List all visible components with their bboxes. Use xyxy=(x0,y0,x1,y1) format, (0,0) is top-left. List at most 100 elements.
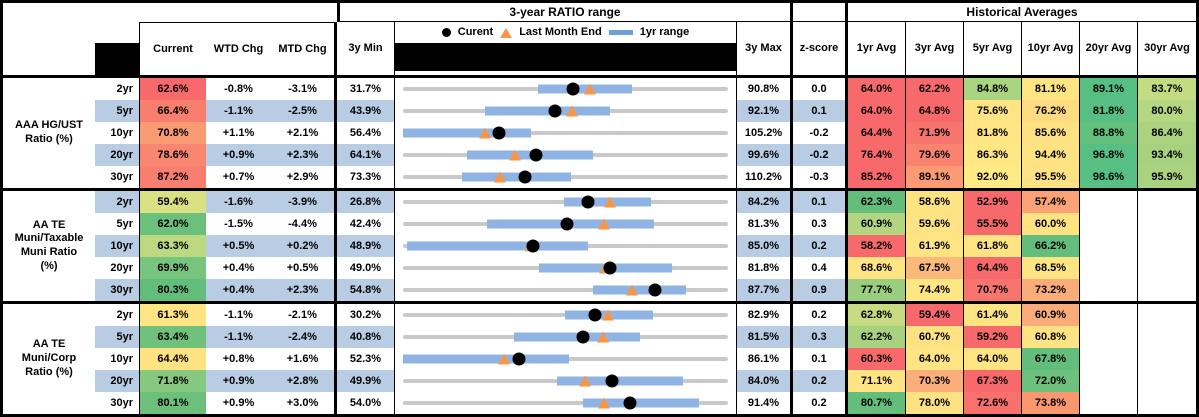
avg-cell: 78.0% xyxy=(906,392,964,414)
avg-cell: 71.9% xyxy=(906,122,964,144)
range-chart xyxy=(395,100,737,122)
avg-cell: 72.6% xyxy=(964,392,1022,414)
tenor-cell: 5yr xyxy=(95,326,140,348)
avg-cell: 64.4% xyxy=(964,257,1022,279)
avg-cell: 60.3% xyxy=(848,348,906,370)
avg-cell: 81.1% xyxy=(1022,78,1080,100)
avg-cell: 64.0% xyxy=(906,348,964,370)
avg-cell: 89.1% xyxy=(1080,78,1138,100)
avg-cell xyxy=(1080,257,1138,279)
one-year-range-bar xyxy=(403,354,570,364)
zscore-cell: 0.0 xyxy=(793,78,848,100)
avg-cell: 68.5% xyxy=(1022,257,1080,279)
avg-cell: 72.0% xyxy=(1022,370,1080,392)
current-marker xyxy=(581,195,595,209)
avg-cell: 64.0% xyxy=(964,348,1022,370)
range-bar-legend-icon xyxy=(608,30,633,35)
avg-cell: 64.4% xyxy=(848,122,906,144)
zscore-cell: 0.4 xyxy=(793,257,848,279)
avg-cell: 60.7% xyxy=(906,326,964,348)
mtd-chg-cell: -4.4% xyxy=(271,213,337,235)
range-plot-area xyxy=(403,326,728,348)
wtd-chg-cell: -1.1% xyxy=(206,100,271,122)
one-year-range-bar xyxy=(485,106,610,116)
range-chart xyxy=(395,122,737,144)
section-label: AAA HG/UST Ratio (%) xyxy=(3,78,95,188)
zscore-cell: 0.2 xyxy=(793,304,848,326)
section-label: AA TE Muni/Taxable Muni Ratio (%) xyxy=(3,191,95,301)
avg-cell: 81.8% xyxy=(1080,100,1138,122)
wtd-chg-cell: +0.4% xyxy=(206,279,271,301)
current-value-cell: 87.2% xyxy=(140,166,206,188)
avg-5yr-header: 5yr Avg xyxy=(964,22,1022,75)
zscore-cell: 0.2 xyxy=(793,370,848,392)
avg-cell xyxy=(1080,392,1138,414)
ratio-range-title: 3-year RATIO range xyxy=(337,3,793,22)
table-row: 10yr 63.3% +0.5% +0.2% 48.9% 85.0% 0.2 58.2% 61.… xyxy=(3,235,1196,257)
current-marker xyxy=(518,170,532,184)
current-marker xyxy=(548,104,562,118)
table-row: 30yr 80.1% +0.9% +3.0% 54.0% 91.4% 0.2 80.7% 78.… xyxy=(3,392,1196,414)
current-marker xyxy=(529,148,543,162)
current-value-cell: 64.4% xyxy=(140,348,206,370)
avg-cell: 83.7% xyxy=(1138,78,1196,100)
min-3y-cell: 48.9% xyxy=(337,235,395,257)
avg-cell: 64.0% xyxy=(848,78,906,100)
last-month-marker xyxy=(565,105,578,117)
table-row: 20yr 78.6% +0.9% +2.3% 64.1% 99.6% -0.2 76.4% 79… xyxy=(3,144,1196,166)
range-plot-area xyxy=(403,304,728,326)
zscore-cell: -0.3 xyxy=(793,166,848,188)
min-3y-cell: 31.7% xyxy=(337,78,395,100)
wtd-chg-cell: +0.7% xyxy=(206,166,271,188)
range-plot-area xyxy=(403,370,728,392)
range-chart xyxy=(395,279,737,301)
avg-cell xyxy=(1080,348,1138,370)
current-marker xyxy=(648,283,662,297)
current-marker xyxy=(560,217,574,231)
tenor-header-black xyxy=(95,22,140,75)
min-3y-header: 3y Min xyxy=(337,22,395,75)
current-marker xyxy=(623,396,637,410)
avg-cell xyxy=(1138,326,1196,348)
wtd-chg-cell: -1.1% xyxy=(206,326,271,348)
range-plot-area xyxy=(403,257,728,279)
max-3y-cell: 84.2% xyxy=(737,191,793,213)
range-chart xyxy=(395,213,737,235)
last-month-marker xyxy=(597,397,610,409)
zscore-title-blank xyxy=(793,3,848,22)
avg-cell: 94.4% xyxy=(1022,144,1080,166)
wtd-chg-header: WTD Chg xyxy=(206,22,271,75)
avg-cell: 98.6% xyxy=(1080,166,1138,188)
tenor-cell: 30yr xyxy=(95,279,140,301)
chart-legend: Curent Last Month End 1yr range xyxy=(395,22,736,43)
avg-cell: 96.8% xyxy=(1080,144,1138,166)
max-3y-cell: 110.2% xyxy=(737,166,793,188)
min-3y-cell: 43.9% xyxy=(337,100,395,122)
tenor-cell: 2yr xyxy=(95,191,140,213)
max-3y-cell: 81.8% xyxy=(737,257,793,279)
avg-cell: 92.0% xyxy=(964,166,1022,188)
table-row: 20yr 69.9% +0.4% +0.5% 49.0% 81.8% 0.4 68.6% 67.… xyxy=(3,257,1196,279)
avg-cell: 89.1% xyxy=(906,166,964,188)
avg-cell: 59.6% xyxy=(906,213,964,235)
current-marker xyxy=(576,330,590,344)
avg-cell: 68.6% xyxy=(848,257,906,279)
avg-20yr-header: 20yr Avg xyxy=(1080,22,1138,75)
avg-cell: 60.9% xyxy=(1022,304,1080,326)
max-3y-cell: 84.0% xyxy=(737,370,793,392)
avg-cell xyxy=(1080,213,1138,235)
avg-cell: 80.7% xyxy=(848,392,906,414)
avg-cell: 58.2% xyxy=(848,235,906,257)
current-value-cell: 61.3% xyxy=(140,304,206,326)
max-3y-cell: 87.7% xyxy=(737,279,793,301)
last-month-marker xyxy=(493,171,506,183)
last-month-marker xyxy=(603,196,616,208)
wtd-chg-cell: -1.6% xyxy=(206,191,271,213)
avg-cell xyxy=(1138,348,1196,370)
zscore-cell: 0.2 xyxy=(793,392,848,414)
range-chart xyxy=(395,78,737,100)
min-3y-cell: 73.3% xyxy=(337,166,395,188)
column-header-row: Current WTD Chg MTD Chg 3y Min Curent La… xyxy=(3,22,1196,78)
black-fill xyxy=(95,43,139,75)
avg-cell: 66.2% xyxy=(1022,235,1080,257)
